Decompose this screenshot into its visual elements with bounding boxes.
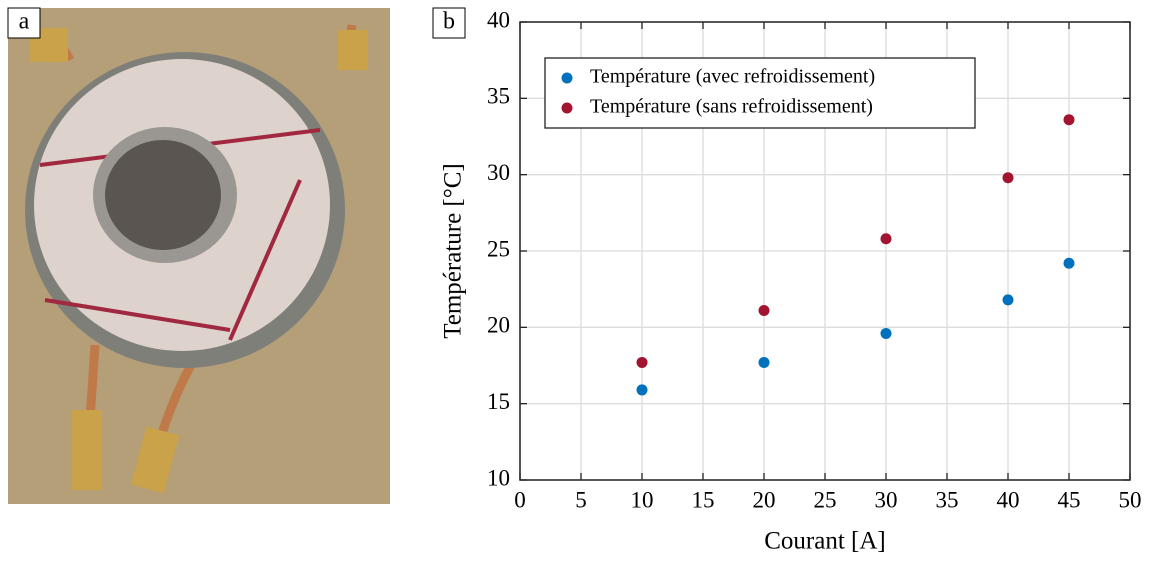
legend-label: Température (sans refroidissement) <box>590 96 873 118</box>
point <box>758 305 770 317</box>
point <box>636 384 648 396</box>
x-tick-label: 45 <box>1058 487 1081 512</box>
y-tick-label: 15 <box>487 389 510 414</box>
panel-label: b <box>443 9 455 35</box>
x-tick-label: 10 <box>631 487 654 512</box>
fitting <box>72 410 102 490</box>
y-tick-label: 10 <box>487 465 510 490</box>
hole <box>105 140 221 250</box>
y-axis-label: Température [°C] <box>440 163 467 339</box>
legend-marker <box>561 72 573 84</box>
marking <box>228 179 302 341</box>
point <box>1063 114 1075 126</box>
photo <box>8 8 390 504</box>
y-tick-label: 25 <box>487 236 510 261</box>
plot-frame <box>519 21 1131 481</box>
x-tick-label: 20 <box>753 487 776 512</box>
panel-label-box <box>432 7 466 39</box>
point <box>880 233 892 245</box>
point <box>636 356 648 368</box>
x-tick-label: 50 <box>1119 487 1142 512</box>
marking <box>44 298 231 332</box>
point <box>880 327 892 339</box>
x-tick-label: 35 <box>936 487 959 512</box>
point <box>758 356 770 368</box>
y-tick-label: 20 <box>487 313 510 338</box>
legend-label: Température (avec refroidissement) <box>590 66 875 88</box>
point <box>1002 294 1014 306</box>
y-tick-label: 40 <box>487 7 510 32</box>
fitting <box>338 30 368 70</box>
panel-label: a <box>19 9 30 35</box>
legend-box <box>544 57 976 129</box>
x-tick-label: 40 <box>997 487 1020 512</box>
x-tick-label: 15 <box>692 487 715 512</box>
x-tick-label: 30 <box>875 487 898 512</box>
x-tick-label: 5 <box>575 487 587 512</box>
pipe <box>85 344 100 421</box>
fitting <box>130 426 180 494</box>
y-tick-label: 35 <box>487 84 510 109</box>
x-tick-label: 25 <box>814 487 837 512</box>
panel-label-box <box>7 7 41 39</box>
legend-marker <box>561 102 573 114</box>
point <box>1002 172 1014 184</box>
y-tick-label: 30 <box>487 160 510 185</box>
x-tick-label: 0 <box>514 487 526 512</box>
x-axis-label: Courant [A] <box>764 528 886 555</box>
point <box>1063 257 1075 269</box>
